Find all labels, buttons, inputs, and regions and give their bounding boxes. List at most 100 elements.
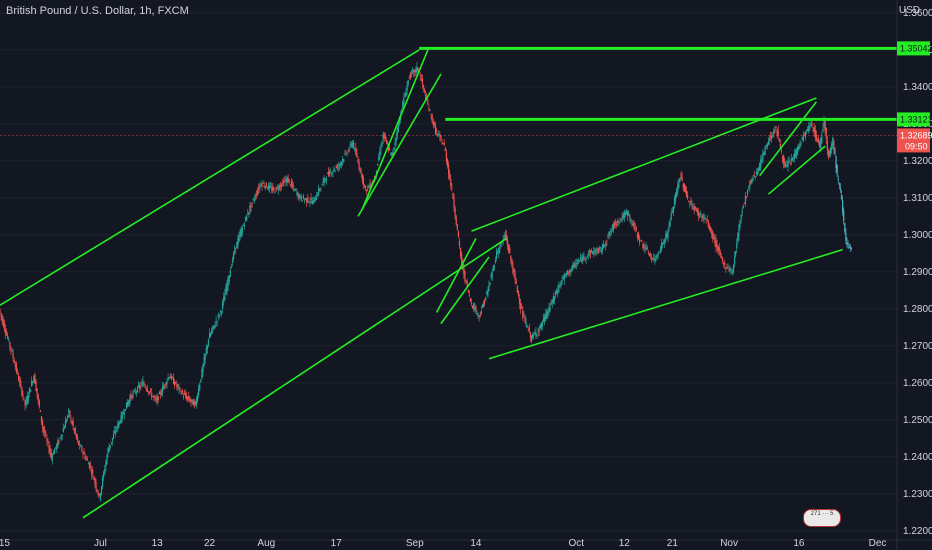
candle-body [625,212,628,214]
candle-body [487,289,489,297]
candle-body [497,253,499,254]
candle-body [443,142,445,145]
candle-body [584,258,586,260]
y-tick-label: 1.31000 [903,193,932,204]
candle-body [596,248,598,251]
candle-body [847,243,849,245]
candle-body [258,188,260,190]
candle-body [359,168,361,173]
symbol-title[interactable]: British Pound / U.S. Dollar, 1h, FXCM [6,5,189,17]
candle-body [838,183,840,186]
candle-body [511,259,513,267]
candle-body [429,110,431,112]
candle-body [764,145,766,155]
time-axis[interactable]: 15 Jul 13 22 Aug 17 Sep 14 Oct 12 21 Nov 16 Dec [0,538,932,549]
candle-body [363,185,366,186]
candle-body [725,267,727,269]
candle-body [694,206,696,209]
candle-body [410,71,413,74]
candle-body [756,172,759,175]
candle-body [114,430,116,433]
candle-body [469,298,472,302]
candle-body [415,68,417,72]
candle-body [323,177,325,183]
y-tick-label: 1.24000 [903,452,932,463]
candle-body [631,220,633,223]
candle-body [223,296,225,302]
candle-body [435,129,438,132]
candle-body [671,211,673,213]
candle-body [431,115,433,123]
candle-body [365,185,367,188]
candle-body [87,463,90,465]
candle-body [384,135,386,139]
candle-body [616,224,618,225]
candle-body [728,269,730,272]
y-tick-label: 1.29000 [903,267,932,278]
candle-body [795,150,797,158]
candle-body [175,382,177,384]
candle-body [211,330,213,334]
candle-body [140,386,142,387]
candle-body [807,129,809,132]
candle-body [553,296,556,301]
candle-body [351,142,354,147]
candle-body [120,414,122,423]
candle-body [417,67,419,70]
candle-body [800,141,802,143]
candle-body [500,242,502,248]
candle-body [299,195,301,198]
candle-body [69,410,71,417]
candle-body [256,191,259,196]
trendline-nov-wedge-upper [759,101,818,177]
candle-body [580,257,582,260]
candle-body [27,395,29,401]
candle-body [629,214,631,218]
candle-body [312,199,314,204]
candle-body [154,396,156,398]
candle-body [533,334,535,336]
candle-body [11,350,13,352]
candle-body [704,218,706,219]
candle-body [727,267,729,269]
candle-body [701,216,703,218]
candle-body [563,274,565,281]
candle-body [177,384,179,387]
candle-body [190,400,192,402]
candle-body [534,332,536,335]
candle-body [816,139,819,142]
candle-body [150,390,152,391]
candle-body [644,249,646,251]
candle-body [148,391,151,393]
candle-body [513,268,515,273]
candle-body [157,396,159,400]
candle-body [486,291,488,295]
trendlines[interactable] [0,46,897,519]
candle-body [266,188,269,190]
x-tick-label: Dec [869,538,887,549]
candle-body [692,207,694,209]
candle-body [156,396,158,402]
trendline-lower-channel-2 [488,248,843,360]
candle-body [679,178,681,182]
x-tick-label: Sep [406,538,424,549]
candle-body [200,379,202,383]
candle-body [243,224,246,226]
candle-body [142,381,144,387]
candle-body [71,421,73,425]
candle-body [660,243,663,251]
candle-body [366,189,368,192]
candle-body [263,185,265,187]
candle-body [626,210,629,217]
candle-body [550,303,552,305]
candle-body [761,157,763,160]
candle-body [529,332,532,338]
candle-body [336,165,338,169]
candle-body [277,188,279,190]
candle-body [819,141,821,148]
candle-body [683,184,685,191]
candle-body [164,384,166,387]
candle-body [307,196,309,203]
